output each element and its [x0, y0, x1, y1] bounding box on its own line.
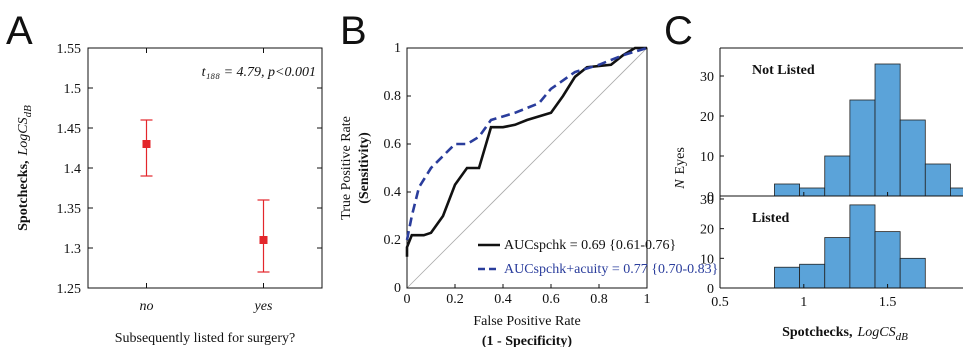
- annotation: t₁₈₈ = 4.79, p<0.001: [202, 65, 316, 80]
- panel-label: A: [6, 9, 33, 53]
- y-tick-label: 1.4: [64, 162, 82, 177]
- panel-title: Not Listed: [752, 63, 815, 78]
- y-tick-label: 10: [700, 252, 714, 267]
- y-axis-label: Spotchecks, LogCSdB: [16, 105, 34, 231]
- y-axis-label: True Positive Rate: [339, 116, 354, 220]
- y-tick-label: 1: [394, 41, 401, 56]
- y-label-part: Eyes: [673, 147, 688, 174]
- x-label-part: Spotchecks,: [782, 325, 852, 340]
- y-label-part: Spotchecks,: [16, 160, 31, 230]
- x-tick-label: 0: [404, 292, 411, 307]
- y-tick-label: 20: [700, 223, 714, 238]
- y-label-part: dB: [22, 105, 34, 118]
- bar: [899, 257, 926, 289]
- y-tick-label: 0.2: [384, 233, 402, 248]
- y-label-part: N: [673, 179, 688, 190]
- x-tick-label: 0.4: [494, 292, 512, 307]
- axes-frame: [406, 47, 648, 289]
- x-label-part: LogCS: [857, 325, 896, 340]
- roc-line: [405, 46, 647, 257]
- point: [259, 236, 268, 244]
- x-axis-label: Spotchecks, LogCSdB: [782, 325, 908, 343]
- bar: [824, 237, 851, 289]
- bar: [874, 63, 901, 197]
- x-label-part: dB: [896, 331, 909, 343]
- x-tick-label: no: [140, 299, 154, 314]
- x-axis-label: Subsequently listed for surgery?: [115, 331, 296, 346]
- bar: [874, 231, 901, 289]
- bar: [899, 119, 926, 197]
- y-tick-label: 20: [700, 110, 714, 125]
- y-tick-label: 1.35: [57, 202, 82, 217]
- y-tick-label: 0.4: [384, 185, 402, 200]
- bar: [774, 183, 801, 197]
- y-tick-label: 0: [707, 190, 714, 205]
- histogram-bars: [774, 63, 963, 197]
- y-tick-label: 10: [700, 150, 714, 165]
- bar: [824, 155, 851, 197]
- y-tick-label: 0: [394, 281, 401, 296]
- y-axis-label: (Sensitivity): [357, 132, 372, 204]
- panel-label: C: [664, 9, 693, 53]
- y-tick-label: 30: [700, 193, 714, 208]
- x-axis-label: (1 - Specificity): [482, 334, 573, 347]
- roc-line: [405, 46, 648, 241]
- x-tick-label: 1: [644, 292, 651, 307]
- y-tick-label: 30: [700, 70, 714, 85]
- x-tick-label: 1.5: [879, 295, 897, 310]
- panel-label: B: [340, 9, 367, 53]
- y-tick-label: 1.3: [64, 242, 82, 257]
- x-tick-label: 1: [800, 295, 807, 310]
- axes-frame: [87, 47, 323, 289]
- histogram-bars: [774, 204, 926, 289]
- legend-label: AUCspchk = 0.69 {0.61-0.76}: [504, 238, 676, 253]
- y-tick-label: 1.25: [57, 282, 82, 297]
- legend-label: AUCspchk+acuity = 0.77 {0.70-0.83}: [504, 262, 718, 277]
- y-tick-label: 0.6: [384, 137, 402, 152]
- y-tick-label: 1.55: [57, 42, 82, 57]
- x-tick-label: 0.5: [711, 295, 729, 310]
- y-label-part: LogCS: [16, 117, 31, 156]
- chance-diagonal: [406, 47, 648, 289]
- x-axis-label: False Positive Rate: [473, 314, 580, 329]
- bar: [849, 204, 876, 289]
- y-tick-label: 0: [707, 282, 714, 297]
- bar: [950, 187, 963, 197]
- y-tick-label: 1.45: [57, 122, 82, 137]
- panel-title: Listed: [752, 211, 790, 226]
- bar: [849, 99, 876, 197]
- x-tick-label: 0.8: [590, 292, 608, 307]
- x-tick-label: 0.6: [542, 292, 560, 307]
- bar: [774, 266, 801, 289]
- y-tick-label: 0.8: [384, 89, 402, 104]
- y-axis-label: N Eyes: [673, 147, 688, 190]
- x-tick-label: yes: [253, 299, 273, 314]
- x-tick-label: 0.2: [446, 292, 464, 307]
- y-tick-label: 1.5: [64, 82, 82, 97]
- point: [142, 140, 151, 148]
- bar: [924, 163, 951, 197]
